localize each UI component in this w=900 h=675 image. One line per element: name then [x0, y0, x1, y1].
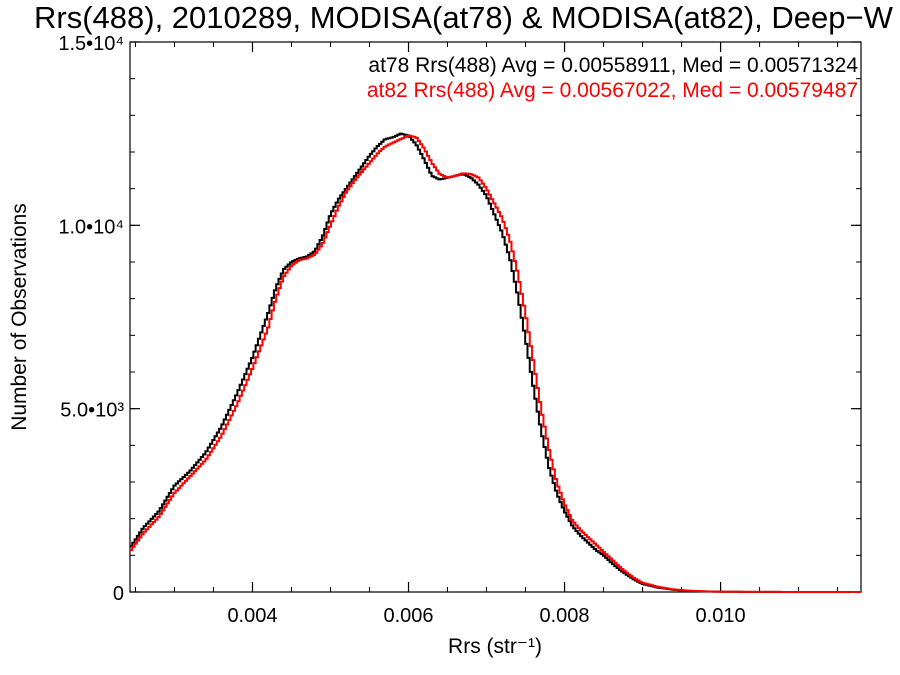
plot-frame	[129, 41, 862, 593]
x-axis: 0.004 0.006 0.008 0.010	[134, 42, 839, 627]
series-line-1	[130, 134, 861, 593]
y-axis: 0 5.0•10³ 1.0•10⁴ 1.5•10⁴	[58, 33, 861, 605]
x-tick-label: 0.008	[540, 605, 590, 627]
series-layer	[130, 132, 861, 593]
x-tick-label: 0.004	[227, 605, 277, 627]
y-tick-label: 1.5•10⁴	[58, 33, 124, 55]
y-tick-label: 1.0•10⁴	[58, 216, 124, 238]
x-tick-label: 0.006	[383, 605, 433, 627]
x-tick-label: 0.010	[696, 605, 746, 627]
chart-title: Rrs(488), 2010289, MODISA(at78) & MODISA…	[34, 0, 894, 35]
y-tick-label: 0	[113, 583, 124, 605]
x-axis-label: Rrs (str⁻¹)	[448, 635, 542, 658]
annotation-at78-stats: at78 Rrs(488) Avg = 0.00558911, Med = 0.…	[368, 54, 858, 77]
annotation-at82-stats: at82 Rrs(488) Avg = 0.00567022, Med = 0.…	[367, 79, 858, 102]
y-tick-label: 5.0•10³	[60, 400, 124, 422]
y-axis-label: Number of Observations	[8, 203, 31, 431]
